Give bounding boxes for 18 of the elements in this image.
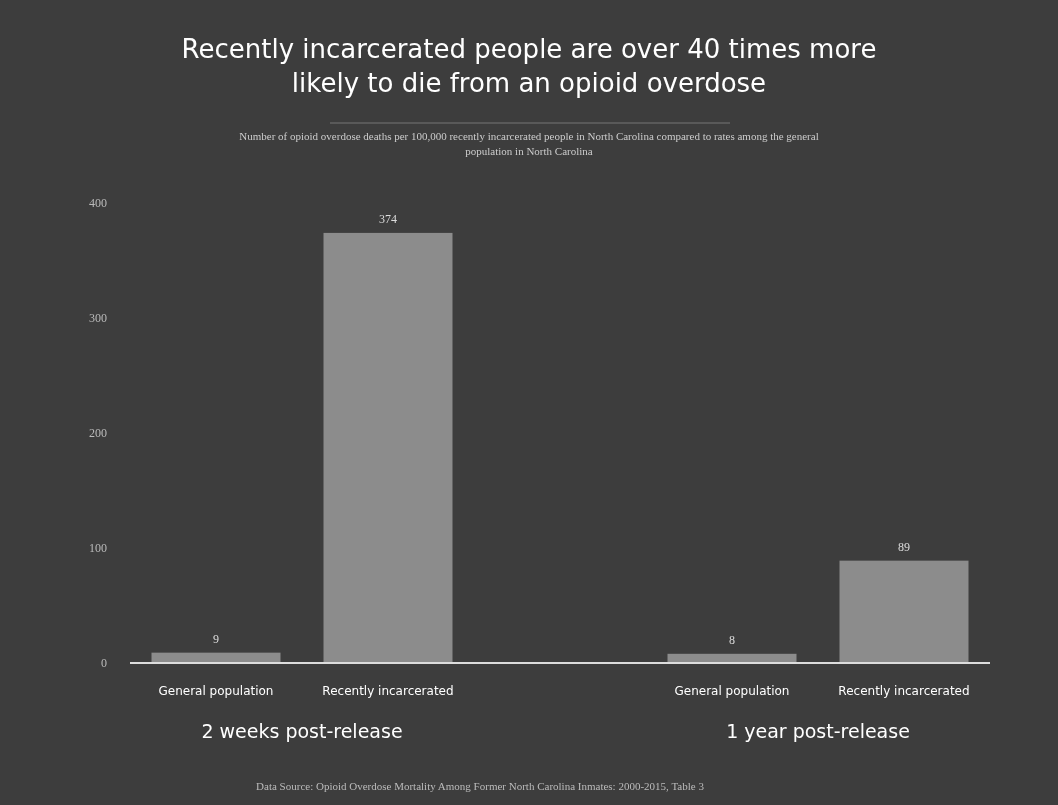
y-tick-label: 0 (101, 656, 107, 671)
data-label: 89 (898, 539, 910, 554)
text: 1 year post-release (726, 720, 910, 742)
x-tick-label: Recently incarcerated (838, 684, 970, 698)
data-label: 9 (213, 631, 219, 646)
x-tick-label: General population (674, 684, 790, 698)
y-tick-label: 200 (89, 426, 107, 441)
text: 2 weeks post-release (201, 720, 403, 742)
x-tick-label: General population (158, 684, 274, 698)
y-tick-label: 100 (89, 541, 107, 556)
chart-subtitle: Number of opioid overdose deaths per 100,000 recently incarcerated people in North Carolina compared to rates among the general population in North Carolina (239, 130, 819, 157)
y-tick-label: 400 (89, 196, 107, 211)
x-tick-label: Recently incarcerated (322, 684, 454, 698)
data-label: 8 (729, 632, 735, 647)
y-tick-label: 300 (89, 311, 107, 326)
source-note: Data Source: Opioid Overdose Mortality Among Former North Carolina Inmates: 2000-2015, Table 3 (256, 780, 705, 792)
data-label: 374 (379, 211, 397, 226)
chart-title: Recently incarcerated people are over 40 times more likely to die from an opioid overdose (181, 34, 877, 98)
